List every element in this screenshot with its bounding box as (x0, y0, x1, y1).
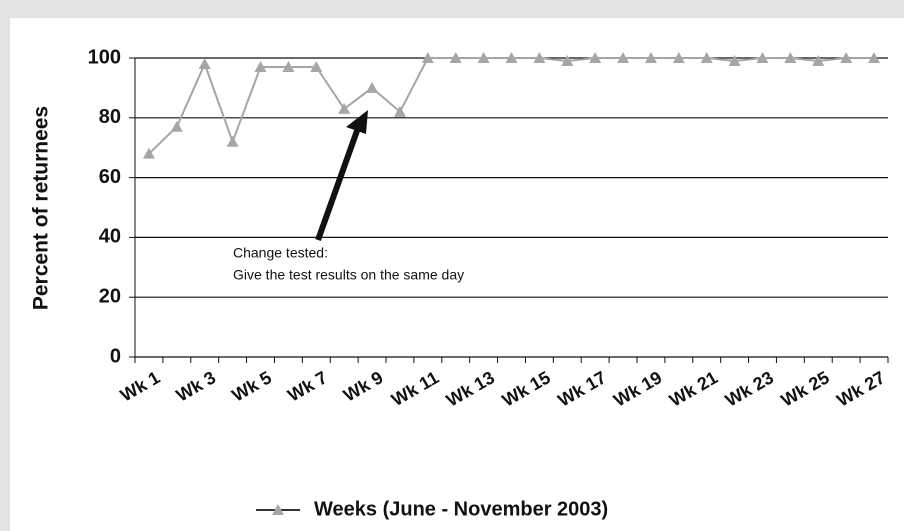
legend-label: Weeks (June - November 2003) (314, 498, 608, 520)
point (784, 52, 797, 63)
y-axis-label: Percent of returnees (30, 106, 53, 310)
point (589, 52, 602, 63)
point (310, 60, 323, 72)
y-tick-label: 40 (99, 226, 121, 248)
point (449, 52, 462, 63)
y-tick-label: 0 (110, 345, 121, 367)
annotation-arrow (315, 126, 361, 242)
point (142, 147, 155, 159)
point (561, 54, 574, 66)
y-tick-label: 100 (88, 46, 121, 68)
point (477, 52, 490, 63)
point (282, 60, 295, 72)
point (226, 135, 239, 147)
annotation-arrowhead (346, 110, 368, 134)
point (868, 52, 881, 63)
point (170, 120, 183, 132)
annotation: Give the test results on the same day (233, 267, 464, 283)
point (393, 105, 406, 117)
point (338, 102, 351, 114)
point (840, 52, 853, 63)
point (254, 60, 267, 72)
point (505, 52, 518, 63)
y-tick-label: 60 (99, 166, 121, 188)
point (728, 54, 741, 66)
chart-panel (10, 18, 904, 531)
point (700, 52, 713, 63)
point (756, 52, 769, 63)
point (672, 52, 685, 63)
point (617, 52, 630, 63)
y-tick-label: 80 (99, 106, 121, 128)
point (644, 52, 657, 63)
point (198, 57, 211, 69)
annotation: Change tested: (233, 245, 328, 261)
point (533, 52, 546, 63)
legend-marker (272, 504, 284, 515)
point (812, 54, 825, 66)
point (421, 52, 434, 63)
point (366, 81, 379, 93)
y-tick-label: 20 (99, 285, 121, 307)
